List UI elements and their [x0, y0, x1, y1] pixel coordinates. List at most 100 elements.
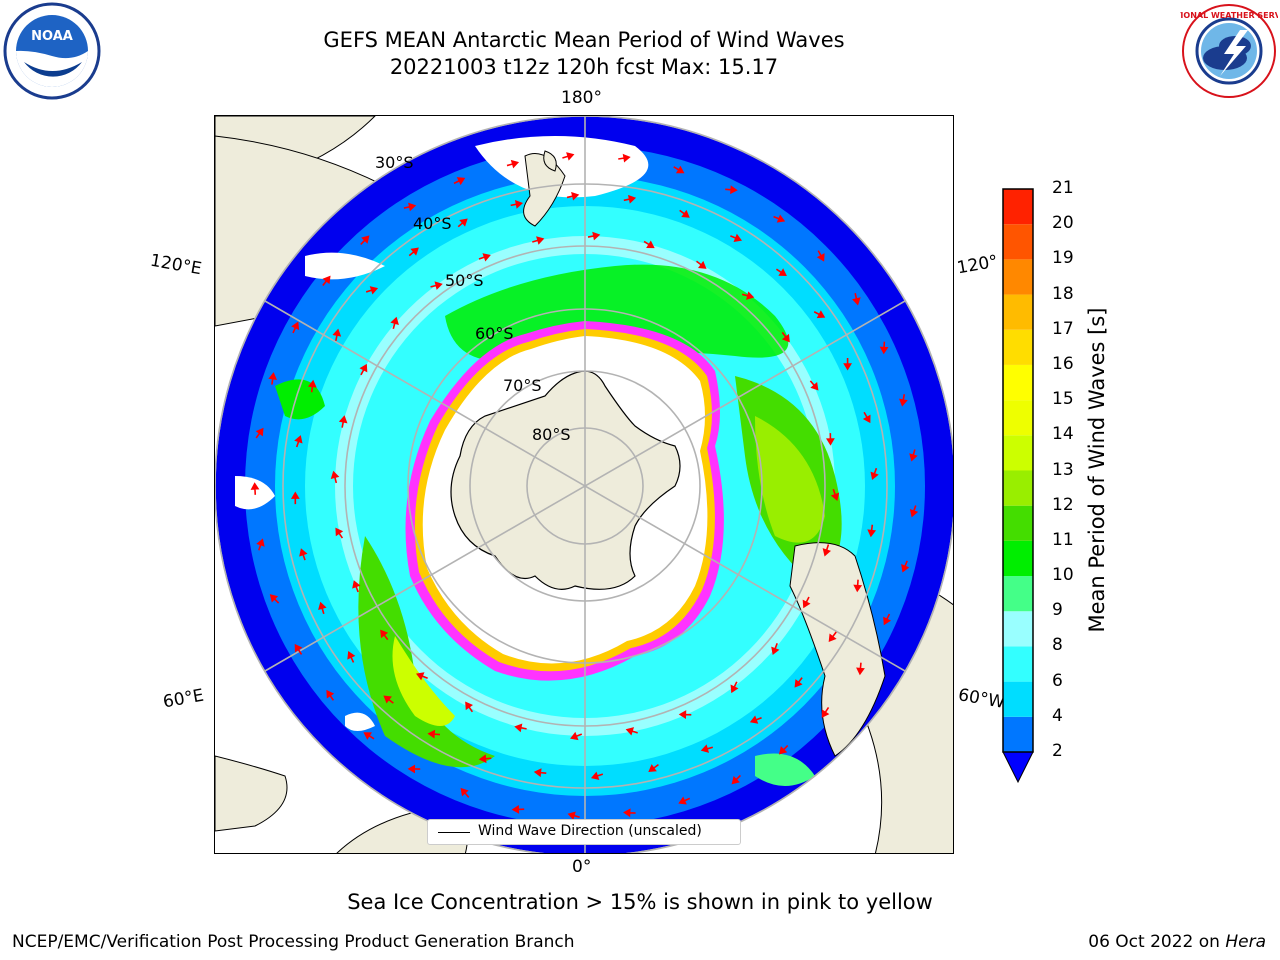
- wave-direction-arrow: [250, 482, 260, 495]
- wave-direction-arrow: [478, 253, 491, 262]
- wave-direction-arrow: [532, 236, 545, 245]
- colorbar-band: [1003, 611, 1033, 647]
- colorbar-tick-label: 6: [1052, 670, 1063, 691]
- wave-direction-arrow: [570, 731, 583, 741]
- wave-direction-arrow: [533, 768, 547, 778]
- wave-direction-arrow: [813, 310, 826, 319]
- wave-direction-arrow: [510, 200, 524, 209]
- antarctica: [450, 370, 681, 590]
- colorbar-band: [1003, 364, 1033, 401]
- lat-label-30s: 30°S: [375, 153, 414, 172]
- wave-direction-arrow: [899, 394, 908, 407]
- colorbar-extend-triangle: [1002, 751, 1034, 784]
- colorbar-tick-label: 17: [1052, 318, 1074, 339]
- colorbar-tick-label: 12: [1052, 494, 1074, 515]
- wave-direction-arrow: [852, 293, 861, 306]
- noaa-logo: NOAA: [2, 2, 102, 100]
- lat-label-40s: 40°S: [413, 214, 452, 233]
- date-text: 06 Oct 2022 on: [1088, 932, 1226, 952]
- wave-direction-arrow: [643, 240, 655, 249]
- wave-direction-arrow: [679, 209, 690, 218]
- wave-direction-arrow: [725, 185, 738, 195]
- colorbar-tick-label: 13: [1052, 459, 1074, 480]
- colorbar-tick-label: 20: [1052, 213, 1074, 234]
- colorbar-band: [1003, 681, 1033, 717]
- colorbar-band: [1003, 470, 1033, 506]
- lon-label-60e: 60°E: [161, 685, 206, 713]
- colorbar-band: [1003, 646, 1033, 682]
- chart-title: GEFS MEAN Antarctic Mean Period of Wind …: [323, 28, 845, 52]
- wave-direction-arrow: [268, 372, 277, 385]
- wave-direction-arrow: [700, 744, 714, 753]
- colorbar-band: [1003, 576, 1033, 612]
- wave-direction-arrow: [741, 291, 755, 300]
- wave-direction-arrow: [828, 631, 837, 643]
- lon-label-120w: 120°: [955, 251, 1000, 279]
- wave-direction-arrow: [590, 771, 604, 780]
- wave-direction-arrow: [335, 527, 344, 539]
- wave-direction-arrow: [809, 380, 819, 391]
- wave-direction-arrow: [390, 316, 399, 330]
- map-legend: Wind Wave Direction (unscaled): [427, 819, 741, 845]
- wave-direction-arrow: [566, 191, 580, 201]
- colorbar-tick-label: 18: [1052, 283, 1074, 304]
- wave-direction-arrow: [380, 629, 389, 641]
- wave-direction-arrow: [625, 727, 638, 736]
- wave-direction-arrow: [511, 804, 525, 814]
- wave-direction-arrow: [365, 286, 379, 295]
- wave-direction-arrow: [821, 706, 830, 718]
- wave-direction-arrow: [407, 764, 421, 774]
- wave-direction-arrow: [853, 579, 863, 593]
- wave-direction-arrow: [825, 433, 835, 446]
- colorbar-tick-label: 14: [1052, 424, 1074, 445]
- lon-label-60w: 60°W: [956, 685, 1007, 713]
- wave-direction-arrow: [587, 231, 601, 241]
- graticule: [215, 116, 953, 853]
- wave-direction-arrow: [430, 281, 443, 290]
- lat-label-80s: 80°S: [532, 425, 571, 444]
- wave-direction-arrow: [457, 218, 468, 228]
- wave-direction-arrow: [618, 153, 631, 163]
- colorbar-band: [1003, 505, 1033, 541]
- wave-direction-arrow: [623, 194, 637, 204]
- wave-direction-arrow: [771, 643, 780, 656]
- wave-direction-arrow: [883, 613, 892, 626]
- wave-direction-arrow: [465, 701, 474, 713]
- wave-direction-arrow: [403, 202, 417, 212]
- lat-label-70s: 70°S: [503, 376, 542, 395]
- colorbar-band: [1003, 435, 1033, 471]
- wave-direction-arrow: [363, 732, 375, 740]
- colorbar-tick-label: 4: [1052, 705, 1063, 726]
- colorbar-tick-label: 11: [1052, 529, 1074, 550]
- wave-direction-arrow: [673, 165, 685, 174]
- wave-direction-arrow: [730, 233, 743, 242]
- legend-line-swatch: [438, 832, 470, 833]
- wave-direction-arrow: [731, 774, 742, 785]
- wave-direction-arrow: [562, 152, 575, 161]
- wave-direction-arrow: [299, 548, 308, 561]
- wave-direction-arrow: [830, 488, 840, 502]
- wave-direction-arrow: [794, 677, 803, 688]
- wave-direction-arrow: [678, 710, 692, 720]
- date-stamp: 06 Oct 2022 on Hera: [1088, 932, 1266, 952]
- wave-direction-arrow: [352, 580, 361, 593]
- wave-direction-arrow: [460, 787, 470, 798]
- polar-map: [215, 116, 953, 853]
- wave-direction-arrow: [347, 651, 356, 663]
- colorbar-band: [1003, 224, 1033, 260]
- colorbar-tick-label: 19: [1052, 248, 1074, 269]
- wave-direction-arrow: [678, 796, 691, 805]
- colorbar-tick-label: 16: [1052, 353, 1074, 374]
- colorbar-tick-label: 8: [1052, 635, 1063, 656]
- wave-direction-arrow: [478, 754, 492, 764]
- wave-direction-arrow: [901, 560, 910, 573]
- wave-direction-arrow: [781, 331, 790, 343]
- wave-direction-arrow: [415, 672, 428, 681]
- wave-direction-arrow: [730, 681, 739, 694]
- wave-direction-arrow: [567, 811, 580, 820]
- nws-logo-text: NATIONAL WEATHER SERVICE: [1180, 11, 1278, 20]
- chart-subtitle: 20221003 t12z 120h fcst Max: 15.17: [389, 55, 779, 79]
- wave-direction-arrow: [453, 177, 466, 186]
- map-panel: [214, 115, 954, 854]
- wave-direction-arrow: [318, 601, 327, 615]
